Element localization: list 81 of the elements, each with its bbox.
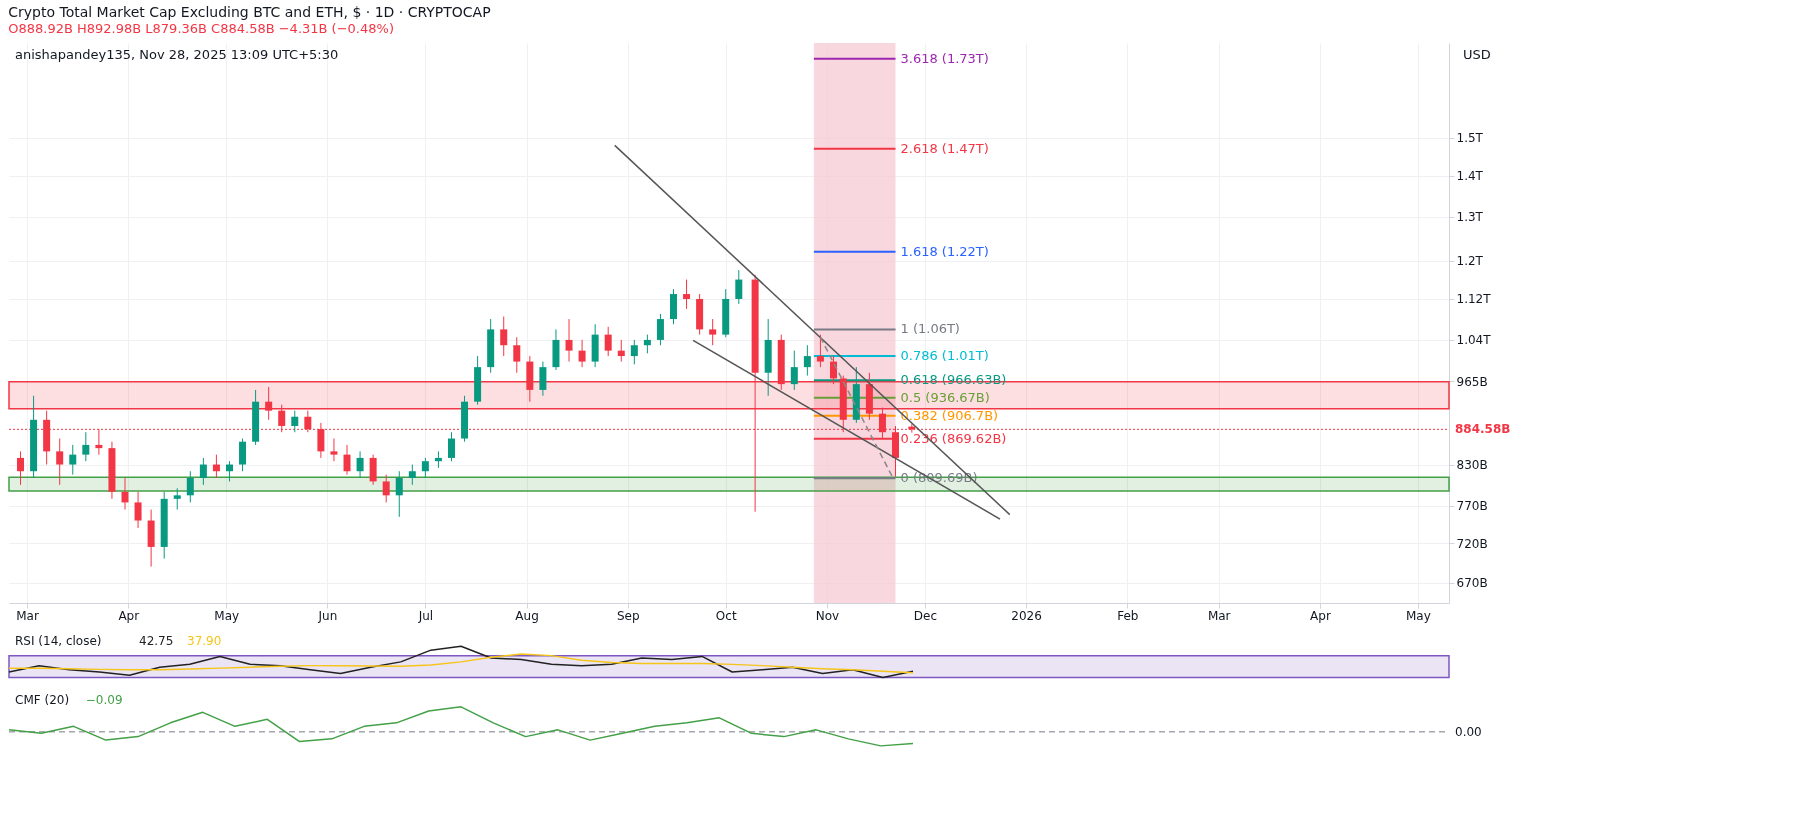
candlestick (656, 313, 664, 346)
candlestick (421, 457, 429, 479)
candlestick (291, 410, 299, 433)
x-tick-label: May (1405, 608, 1431, 623)
candlestick (121, 477, 129, 511)
chart-title: Crypto Total Market Cap Excluding BTC and ETH, $ · 1D · CRYPTOCAP (8, 4, 491, 21)
ref-line-label: 2.618 (1.47T) (900, 140, 989, 156)
candlestick (803, 344, 811, 377)
x-tick-label: Dec (913, 608, 938, 623)
ref-line-label: 1.618 (1.22T) (900, 243, 989, 259)
candlestick (239, 438, 247, 472)
ref-line-label: 884.58B (1455, 422, 1511, 437)
candlestick (500, 316, 508, 357)
candlestick (356, 450, 364, 479)
annotation: anishapandey135, Nov 28, 2025 13:09 UTC+5:30 (15, 47, 339, 62)
ref-line-label: 0.00 (1455, 724, 1482, 739)
y-tick-label: 670B (1456, 576, 1488, 591)
y-tick-label: 770B (1456, 499, 1488, 514)
x-tick-label: Oct (715, 608, 737, 623)
candlestick (395, 470, 403, 518)
x-tick-label: Aug (515, 608, 539, 623)
x-tick-label: Feb (1117, 608, 1139, 623)
y-tick-label: 830B (1456, 458, 1488, 473)
candlestick (17, 450, 25, 486)
ref-line-label: 0.5 (936.67B) (900, 389, 990, 405)
candlestick (513, 336, 521, 374)
candlestick (816, 334, 824, 368)
ref-line-label: 0.786 (1.01T) (900, 348, 989, 364)
candlestick (683, 279, 691, 310)
candlestick (82, 431, 90, 462)
candlestick (186, 470, 194, 503)
x-tick-label: Jul (417, 608, 434, 623)
x-tick-label: May (214, 608, 240, 623)
y-tick-label: 1.5T (1456, 131, 1484, 146)
candlestick (643, 334, 651, 354)
y-tick-label: 1.3T (1456, 210, 1484, 225)
candlestick (382, 474, 390, 503)
candlestick (265, 386, 273, 421)
candlestick (735, 269, 743, 305)
x-tick-label: Mar (1207, 608, 1231, 623)
ref-line-label: 1 (1.06T) (900, 321, 960, 337)
x-tick-label: Nov (815, 608, 840, 623)
candlestick (617, 339, 625, 363)
candlestick (604, 326, 612, 357)
chart-subtitle: O888.92B H892.98B L879.36B C884.58B −4.31B (−0.48%) (8, 21, 394, 37)
ref-line-label: 3.618 (1.73T) (900, 50, 989, 66)
y-tick-label: 965B (1456, 374, 1488, 389)
y-tick-label: 1.12T (1456, 292, 1492, 307)
candlestick (56, 438, 64, 486)
candlestick (199, 457, 207, 486)
annotation: 42.75 (139, 634, 174, 648)
candlestick (408, 464, 416, 486)
annotation: 37.90 (187, 634, 222, 648)
candlestick (578, 339, 586, 368)
x-tick-label: Apr (1310, 608, 1331, 623)
ref-line-label: 0.382 (906.7B) (900, 407, 999, 423)
y-tick-label: 1.04T (1456, 333, 1492, 348)
text: USD (1463, 47, 1491, 62)
candlestick (369, 454, 377, 486)
candlestick (134, 491, 142, 529)
candlestick (69, 444, 77, 476)
x-tick-label: Mar (16, 608, 39, 623)
chart-title: CMF (20) (15, 693, 70, 707)
x-tick-label: Sep (616, 608, 640, 623)
candlestick (447, 431, 455, 462)
y-tick-label: 1.2T (1456, 254, 1484, 269)
candlestick (709, 318, 717, 346)
candlestick (790, 350, 798, 391)
x-tick-label: Apr (118, 608, 140, 623)
annotation: −0.09 (85, 693, 123, 707)
y-tick-label: 720B (1456, 536, 1488, 551)
candlestick (565, 318, 573, 363)
y-tick-label: 1.4T (1456, 169, 1484, 184)
chart-title: RSI (14, close) (15, 634, 102, 648)
candlestick (630, 339, 638, 365)
candlestick (539, 361, 547, 397)
candlestick (343, 444, 351, 476)
x-tick-label: 2026 (1011, 608, 1042, 623)
candlestick (173, 487, 181, 511)
candlestick (330, 438, 338, 462)
x-tick-label: Jun (317, 608, 338, 623)
